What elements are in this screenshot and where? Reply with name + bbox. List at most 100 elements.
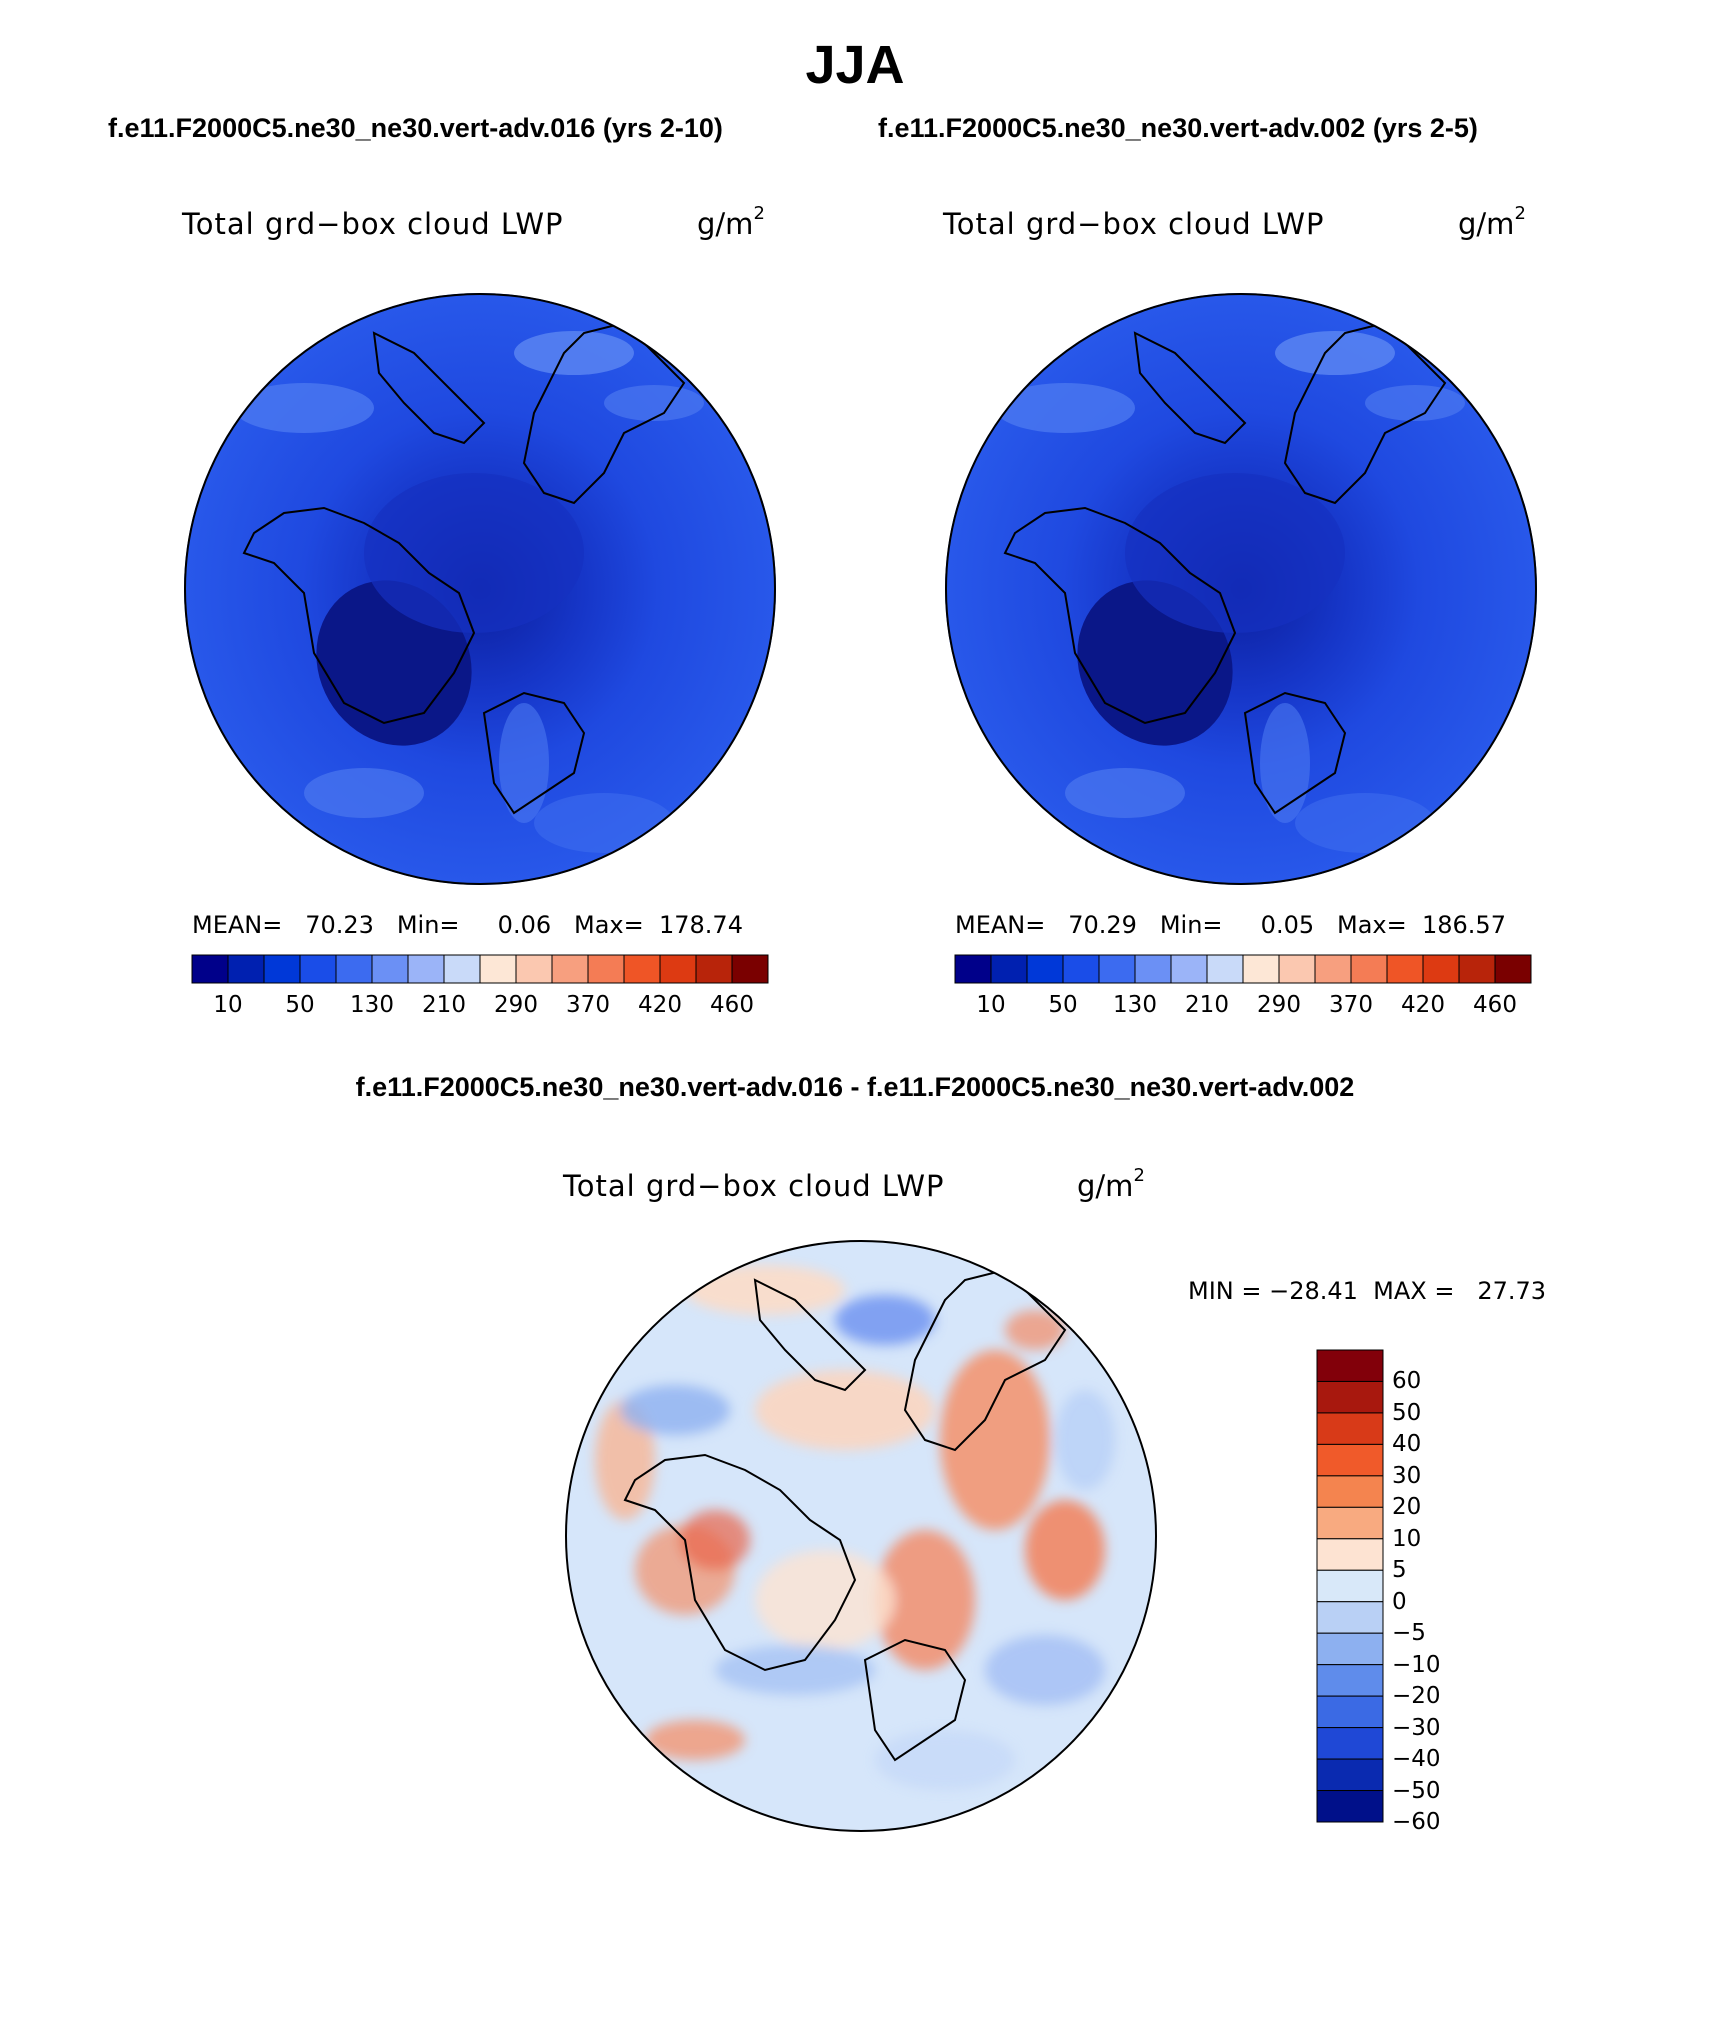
difference-colorbar-swatch [1316, 1695, 1384, 1729]
difference-colorbar-swatch [1316, 1380, 1384, 1414]
panel-2-polar-map [945, 293, 1537, 885]
panel-1-colorbar-swatch [191, 954, 229, 984]
panel-2-colorbar-swatch [1278, 954, 1316, 984]
difference-colorbar-tick-label: 5 [1392, 1557, 1407, 1584]
panel-2-variable-label: Total grd−box cloud LWP [943, 207, 1325, 241]
panel-1-colorbar-swatch [623, 954, 661, 984]
difference-colorbar-tick-label: −40 [1392, 1746, 1441, 1773]
panel-2-stats: MEAN= 70.29 Min= 0.05 Max= 186.57 [955, 911, 1506, 939]
difference-stats: MIN = −28.41 MAX = 27.73 [1188, 1277, 1547, 1305]
panel-2-colorbar-tick-label: 460 [1473, 992, 1517, 1018]
difference-colorbar-tick-label: −20 [1392, 1683, 1441, 1710]
difference-colorbar-swatch [1316, 1664, 1384, 1697]
panel-1-colorbar-tick-label: 460 [710, 992, 754, 1018]
panel-2-colorbar-tick-label: 130 [1113, 992, 1157, 1018]
panel-2-colorbar-swatch [1098, 954, 1136, 984]
difference-colorbar-swatch [1316, 1790, 1384, 1823]
difference-colorbar-tick-label: 0 [1392, 1588, 1407, 1615]
panel-2-colorbar-tick-label: 50 [1048, 992, 1078, 1018]
panel-1-colorbar-swatch [659, 954, 697, 984]
panel-1-colorbar-swatch [587, 954, 625, 984]
panel-1-colorbar-swatch [227, 954, 265, 984]
panel-2-case-title: f.e11.F2000C5.ne30_ne30.vert-adv.002 (yr… [878, 113, 1478, 143]
panel-1-colorbar-tick-label: 10 [213, 992, 243, 1018]
panel-1-colorbar-swatch [371, 954, 409, 984]
panel-1-colorbar-swatch [407, 954, 445, 984]
panel-2-colorbar-swatch [954, 954, 992, 984]
panel-2-colorbar-swatch [1134, 954, 1172, 984]
panel-1-colorbar-swatch [551, 954, 589, 984]
panel-2-units: g/m2 [1458, 203, 1526, 241]
difference-colorbar [1316, 1349, 1384, 1823]
panel-1-colorbar-tick-label: 370 [566, 992, 610, 1018]
difference-colorbar-swatch [1316, 1412, 1384, 1445]
panel-2-colorbar [954, 954, 1532, 984]
panel-2-colorbar-swatch [1350, 954, 1388, 984]
difference-colorbar-tick-label: 60 [1392, 1368, 1422, 1395]
difference-colorbar-tick-label: 40 [1392, 1431, 1422, 1458]
panel-1-case-title: f.e11.F2000C5.ne30_ne30.vert-adv.016 (yr… [108, 113, 723, 143]
difference-variable-label: Total grd−box cloud LWP [563, 1169, 945, 1203]
panel-2-colorbar-swatch [1062, 954, 1100, 984]
panel-2-colorbar-tick-label: 10 [976, 992, 1006, 1018]
panel-2-colorbar-swatch [1170, 954, 1208, 984]
panel-2-colorbar-swatch [1494, 954, 1532, 984]
panel-1-colorbar-tick-label: 420 [638, 992, 682, 1018]
panel-2-colorbar-tick-label: 290 [1257, 992, 1301, 1018]
difference-colorbar-tick-label: −10 [1392, 1651, 1441, 1678]
panel-2-colorbar-swatch [1386, 954, 1424, 984]
panel-2-colorbar-swatch [1206, 954, 1244, 984]
difference-colorbar-tick-label: 10 [1392, 1525, 1422, 1552]
panel-1-colorbar-swatch [263, 954, 301, 984]
panel-1-variable-label: Total grd−box cloud LWP [182, 207, 564, 241]
difference-colorbar-tick-label: 20 [1392, 1494, 1422, 1521]
panel-1-colorbar-labels: 10 50 130 210 290 370 420 460 [192, 992, 768, 1022]
panel-2-colorbar-swatch [1242, 954, 1280, 984]
difference-title: f.e11.F2000C5.ne30_ne30.vert-adv.016 - f… [355, 1072, 1355, 1102]
difference-colorbar-tick-label: 30 [1392, 1462, 1422, 1489]
difference-colorbar-swatch [1316, 1727, 1384, 1760]
panel-1-units: g/m2 [697, 203, 765, 241]
panel-1-colorbar [191, 954, 769, 984]
difference-colorbar-swatch [1316, 1569, 1384, 1603]
panel-1-colorbar-tick-label: 210 [422, 992, 466, 1018]
panel-2-colorbar-swatch [1422, 954, 1460, 984]
difference-colorbar-swatch [1316, 1538, 1384, 1571]
panel-1-colorbar-swatch [443, 954, 481, 984]
panel-2-colorbar-swatch [1026, 954, 1064, 984]
difference-colorbar-swatch [1316, 1632, 1384, 1666]
difference-colorbar-tick-label: 50 [1392, 1399, 1422, 1426]
panel-1-colorbar-swatch [299, 954, 337, 984]
panel-1-polar-map [184, 293, 776, 885]
panel-2-colorbar-swatch [990, 954, 1028, 984]
difference-colorbar-swatch [1316, 1506, 1384, 1540]
difference-colorbar-swatch [1316, 1475, 1384, 1508]
panel-1-colorbar-tick-label: 50 [285, 992, 315, 1018]
panel-1-colorbar-tick-label: 290 [494, 992, 538, 1018]
panel-1-stats: MEAN= 70.23 Min= 0.06 Max= 178.74 [192, 911, 743, 939]
panel-1-colorbar-swatch [695, 954, 733, 984]
panel-2-colorbar-swatch [1458, 954, 1496, 984]
difference-colorbar-tick-label: −60 [1392, 1809, 1441, 1835]
panel-1-colorbar-tick-label: 130 [350, 992, 394, 1018]
difference-colorbar-labels: 60 50 40 30 20 10 5 0 −5 −10 −20 −30 −40 −50 −60 [1392, 1350, 1482, 1835]
panel-2-colorbar-tick-label: 420 [1401, 992, 1445, 1018]
difference-colorbar-swatch [1316, 1349, 1384, 1382]
panel-1-colorbar-swatch [731, 954, 769, 984]
panel-2-colorbar-tick-label: 370 [1329, 992, 1373, 1018]
difference-colorbar-swatch [1316, 1601, 1384, 1634]
panel-1-colorbar-swatch [479, 954, 517, 984]
difference-colorbar-tick-label: −50 [1392, 1777, 1441, 1804]
panel-2-colorbar-tick-label: 210 [1185, 992, 1229, 1018]
panel-2-colorbar-swatch [1314, 954, 1352, 984]
panel-2-colorbar-labels: 10 50 130 210 290 370 420 460 [955, 992, 1531, 1022]
panel-1-colorbar-swatch [335, 954, 373, 984]
panel-1-colorbar-swatch [515, 954, 553, 984]
difference-colorbar-swatch [1316, 1443, 1384, 1477]
difference-units: g/m2 [1077, 1165, 1145, 1203]
difference-polar-map [565, 1240, 1157, 1832]
difference-colorbar-tick-label: −5 [1392, 1620, 1426, 1647]
difference-colorbar-swatch [1316, 1758, 1384, 1792]
page-title: JJA [805, 35, 905, 95]
difference-colorbar-tick-label: −30 [1392, 1714, 1441, 1741]
